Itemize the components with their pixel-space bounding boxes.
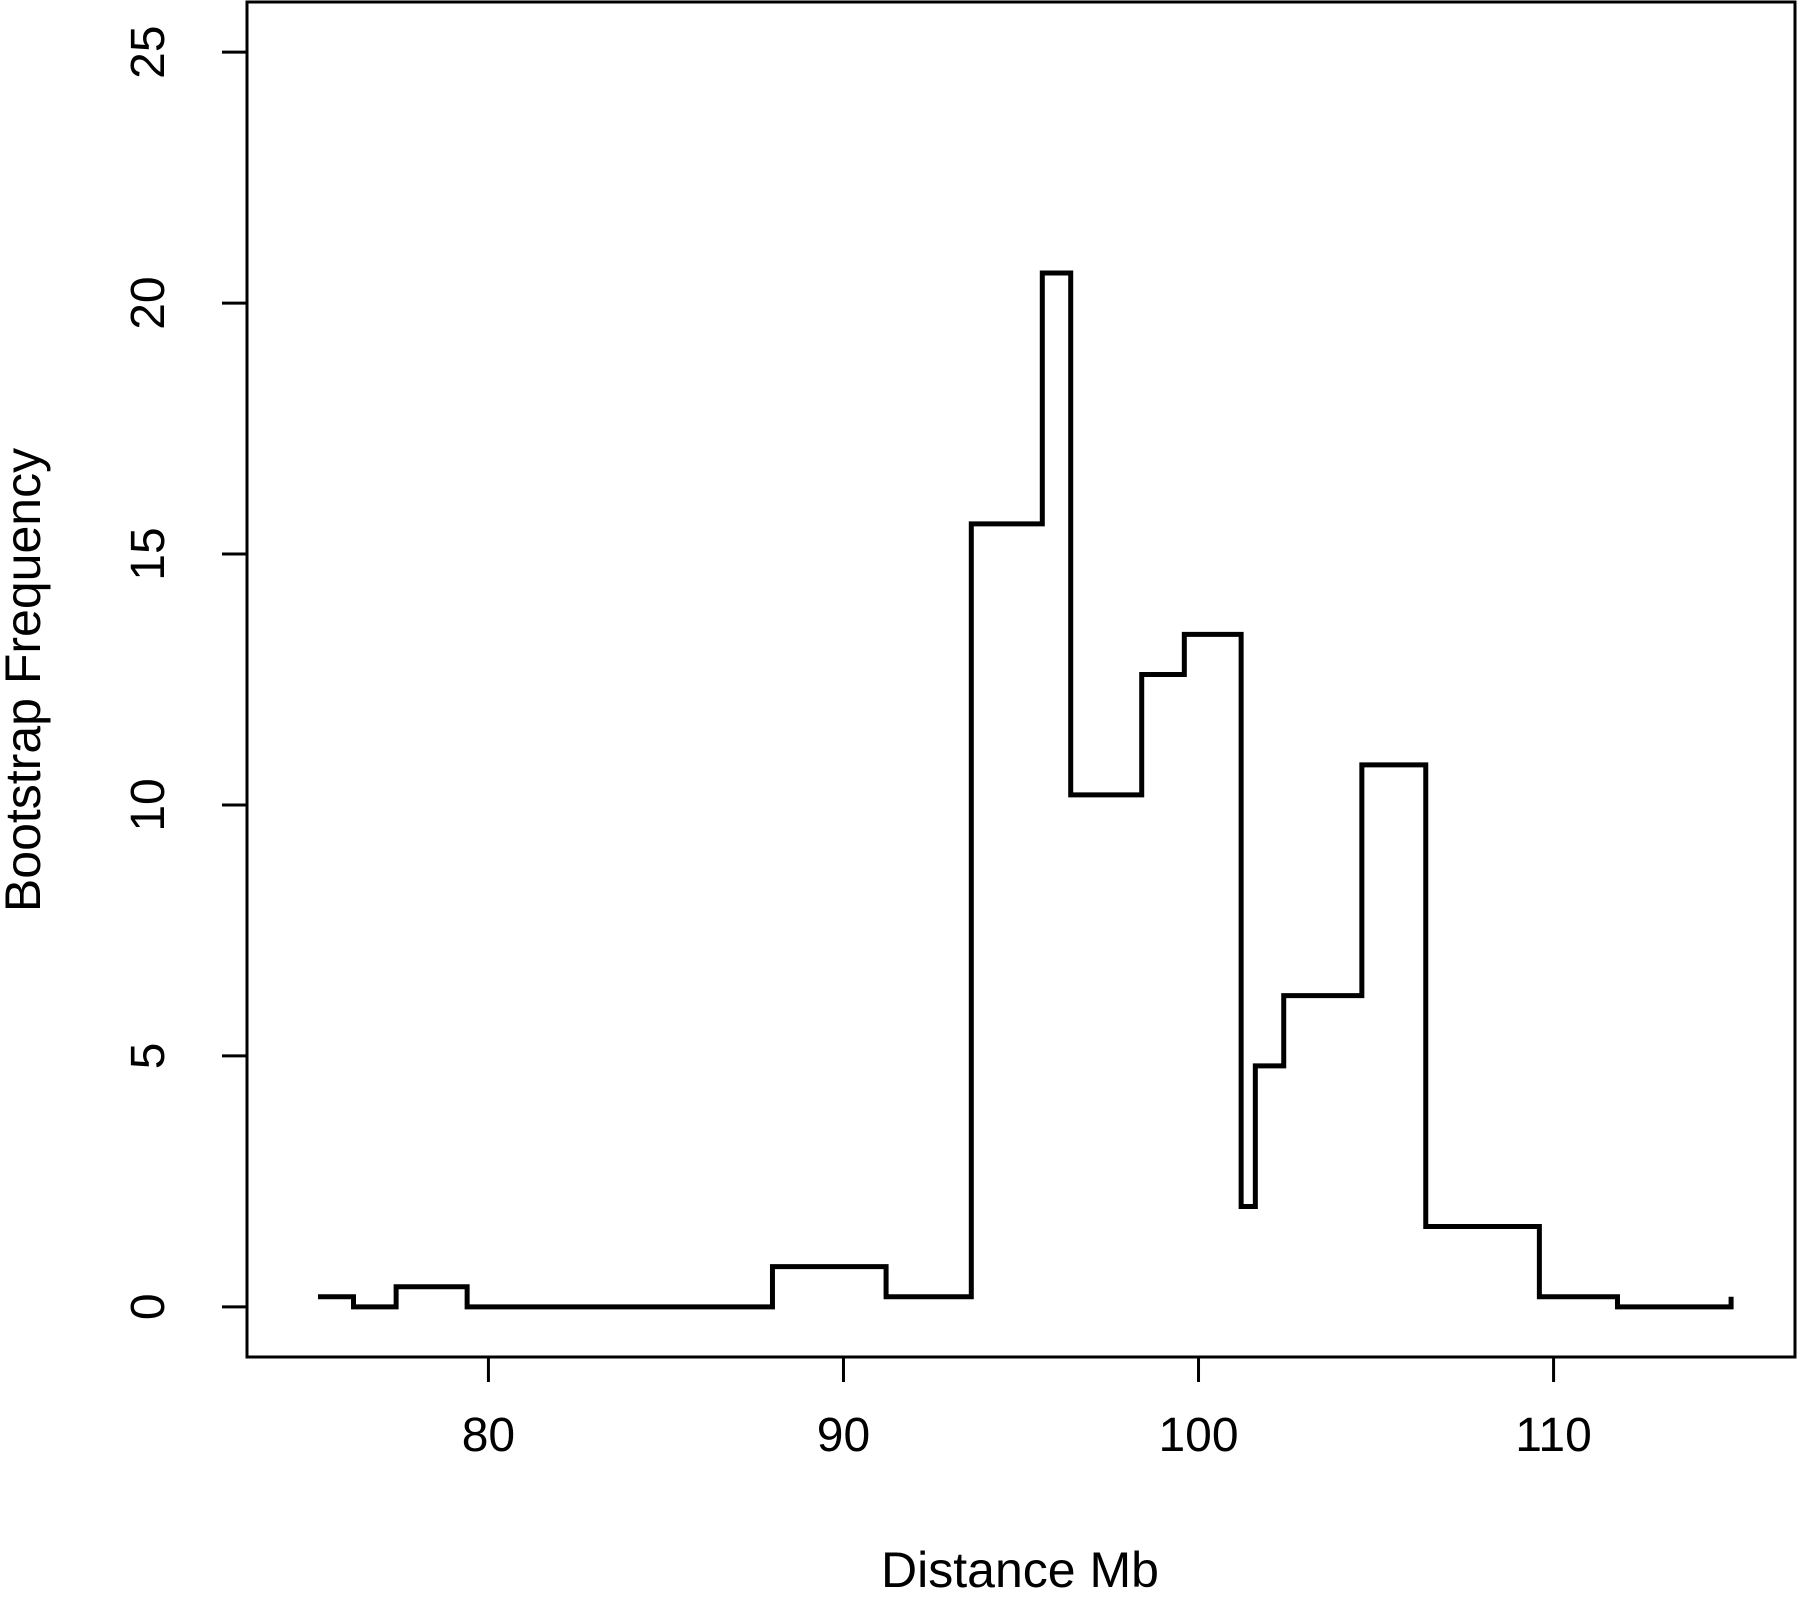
x-tick-label: 80: [462, 1409, 515, 1462]
y-tick-label: 25: [122, 25, 175, 78]
y-tick-label: 10: [122, 778, 175, 831]
x-tick-label: 90: [817, 1409, 870, 1462]
y-tick-label: 5: [122, 1043, 175, 1070]
x-tick-label: 110: [1515, 1409, 1592, 1462]
y-tick-label: 15: [122, 527, 175, 580]
plot-frame: [245, 0, 1797, 1359]
step-line-series: [318, 270, 1734, 1310]
y-axis: 0 5 10 15 20 25: [122, 25, 247, 1320]
x-axis-title: Distance Mb: [881, 1542, 1159, 1598]
y-axis-title: Bootstrap Frequency: [0, 448, 51, 912]
y-tick-label: 0: [122, 1293, 175, 1320]
x-tick-label: 100: [1158, 1409, 1238, 1462]
x-axis: 80 90 100 110: [462, 1357, 1592, 1462]
y-tick-label: 20: [122, 276, 175, 329]
